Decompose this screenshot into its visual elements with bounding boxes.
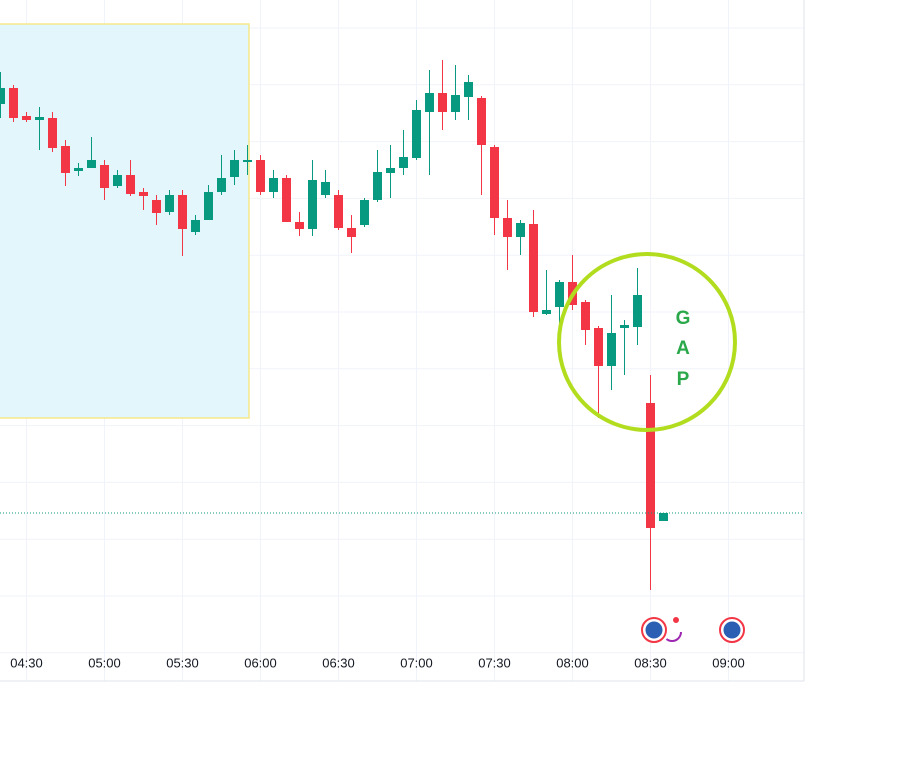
candle-body <box>308 180 317 229</box>
candle-body <box>256 160 265 192</box>
x-tick-label: 04:30 <box>10 655 43 670</box>
candle-body <box>529 224 538 312</box>
candle-body <box>464 82 473 97</box>
x-tick-label: 06:00 <box>244 655 277 670</box>
candle-body <box>594 328 603 366</box>
candle-body <box>386 168 395 173</box>
candle-body <box>0 88 5 104</box>
x-tick-label: 07:30 <box>478 655 511 670</box>
candle-body <box>48 118 57 148</box>
annotation-letter: A <box>676 338 690 359</box>
candle-body <box>542 310 551 314</box>
candle-body <box>451 95 460 112</box>
candles <box>0 60 804 590</box>
candle-body <box>321 182 330 195</box>
candle-body <box>555 282 564 307</box>
candle-body <box>646 403 655 528</box>
candle-body <box>204 192 213 220</box>
candle-body <box>230 160 239 177</box>
x-tick-label: 07:00 <box>400 655 433 670</box>
candle-body <box>282 178 291 222</box>
annotation-letter: P <box>677 369 690 390</box>
candle-body <box>399 157 408 168</box>
candle-body <box>360 200 369 225</box>
x-tick-label: 09:00 <box>712 655 745 670</box>
candle-body <box>74 168 83 171</box>
candle-body <box>35 117 44 120</box>
candle-body <box>620 325 629 328</box>
candle-body <box>607 333 616 366</box>
candle-body <box>126 175 135 194</box>
candle-body <box>438 93 447 112</box>
candle-body <box>243 160 252 162</box>
candle-body <box>217 178 226 192</box>
candle-body <box>334 195 343 228</box>
annotation-letter: G <box>676 308 691 329</box>
highlight-box <box>0 23 250 419</box>
candle-body <box>516 223 525 237</box>
candle-body <box>269 178 278 192</box>
candle-body <box>477 98 486 145</box>
candle-body <box>100 165 109 188</box>
x-tick-label: 05:30 <box>166 655 199 670</box>
candle-body <box>113 175 122 186</box>
candle-body <box>425 93 434 112</box>
candle-body <box>581 302 590 330</box>
candle-body <box>165 195 174 212</box>
candle-body <box>22 116 31 120</box>
candle-body <box>659 513 668 521</box>
candle-body <box>503 218 512 237</box>
candle-body <box>412 110 421 158</box>
candle-body <box>633 295 642 327</box>
candle-body <box>87 160 96 168</box>
candle-body <box>178 195 187 229</box>
candle-body <box>295 222 304 229</box>
x-tick-label: 06:30 <box>322 655 355 670</box>
candle-body <box>61 146 70 173</box>
candle-body <box>347 228 356 237</box>
gap-circle <box>557 252 737 432</box>
candle-body <box>191 220 200 232</box>
x-tick-label: 08:00 <box>556 655 589 670</box>
candle-body <box>9 88 18 118</box>
event-icon <box>719 617 745 643</box>
candle-body <box>373 172 382 200</box>
candle-body <box>139 192 148 196</box>
x-tick-label: 08:30 <box>634 655 667 670</box>
candle-body <box>152 200 161 213</box>
candle-body <box>490 147 499 218</box>
event-icon <box>641 617 682 643</box>
x-tick-label: 05:00 <box>88 655 121 670</box>
